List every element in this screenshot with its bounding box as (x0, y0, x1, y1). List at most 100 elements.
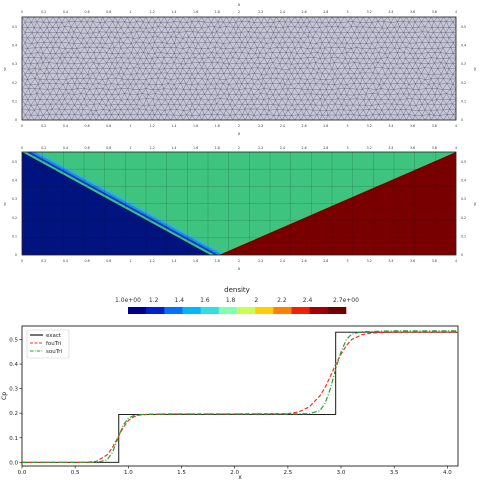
colorbar-swatch (164, 307, 183, 314)
mesh-x-tick-label: 3.8 (432, 10, 437, 14)
mesh-x-tick-label: 0 (21, 124, 23, 128)
colorbar-swatch (273, 307, 292, 314)
colorbar-swatch (255, 307, 274, 314)
density-x-tick-label: 0.4 (63, 259, 68, 263)
mesh-x-tick-label: 3.4 (388, 124, 393, 128)
density-x-tick-label: 1.6 (193, 259, 198, 263)
mesh-x-tick-label: 3 (346, 10, 348, 14)
mesh-x-tick-label: 2 (238, 10, 240, 14)
mesh-x-ticks-bottom: 0 0.2 0.4 0.6 0.8 1 1.2 1.4 1.6 1.8 2 2.2 2.4 2.6 2.8 3… (21, 124, 457, 128)
cp-x-tick-label: 1.0 (124, 470, 133, 476)
mesh-y-tick-label: 0.1 (12, 99, 17, 103)
colorbar-swatch (309, 307, 329, 314)
colorbar-tick-label: 2.2 (277, 297, 287, 304)
mesh-x-tick-label: 4 (455, 124, 457, 128)
density-x-tick-label: 1.6 (193, 146, 198, 150)
mesh-x-tick-label: 0.6 (85, 10, 90, 14)
cp-y-tick-label: 0.4 (9, 362, 18, 368)
colorbar-swatch (182, 307, 201, 314)
mesh-x-tick-label: 3.2 (367, 10, 372, 14)
mesh-x-tick-label: 3.6 (410, 124, 415, 128)
density-y-ticks-right: 0 0.1 0.2 0.3 0.4 0.5 (461, 160, 466, 257)
density-x-tick-label: 3 (346, 259, 348, 263)
mesh-y-tick-label: 0 (461, 118, 463, 122)
density-x-tick-label: 1.4 (171, 146, 176, 150)
density-x-tick-label: 1.2 (150, 259, 155, 263)
colorbar-swatches (128, 307, 347, 314)
colorbar-tick-label: 2.4 (303, 297, 313, 304)
mesh-x-tick-label: 1.8 (215, 10, 220, 14)
colorbar-swatch (218, 307, 238, 314)
density-x-ticks-top: 0 0.2 0.4 0.6 0.8 1 1.2 1.4 1.6 1.8 2 2.2 2.4 2.6 2.8 3… (21, 146, 457, 150)
mesh-x-tick-label: 3.6 (410, 10, 415, 14)
cp-plot-area (21, 325, 459, 467)
mesh-x-tick-label: 3.4 (388, 10, 393, 14)
mesh-x-tick-label: 0.4 (63, 124, 68, 128)
mesh-x-tick-label: 0.4 (63, 10, 68, 14)
density-x-tick-label: 4 (455, 259, 457, 263)
density-x-tick-label: 2.2 (258, 259, 263, 263)
cp-x-tick-label: 0.5 (71, 470, 80, 476)
mesh-y-ticks-right: 0 0.1 0.2 0.3 0.4 0.5 (461, 25, 466, 122)
cp-x-tick-label: 2.0 (230, 470, 239, 476)
density-x-tick-label: 4 (455, 146, 457, 150)
mesh-x-tick-label: 1 (129, 124, 131, 128)
density-x-tick-label: 2.6 (302, 259, 307, 263)
cp-x-tick-label: 1.5 (177, 470, 186, 476)
colorbar-swatch (128, 307, 147, 314)
density-x-tick-label: 0 (21, 146, 23, 150)
density-x-tick-label: 0.6 (85, 259, 90, 263)
mesh-x-ticks-top: 0 0.2 0.4 0.6 0.8 1 1.2 1.4 1.6 1.8 2 2.2 2.4 2.6 2.8 3… (21, 10, 457, 14)
density-x-tick-label: 0.2 (41, 259, 46, 263)
density-y-axis-letter-left: y (4, 201, 7, 206)
mesh-x-tick-label: 0.8 (106, 10, 111, 14)
cp-x-tick-label: 4.0 (443, 470, 452, 476)
density-x-tick-label: 1.2 (150, 146, 155, 150)
mesh-x-tick-label: 0.6 (85, 124, 90, 128)
mesh-x-tick-label: 2.4 (280, 124, 285, 128)
colorbar-tick-label: 2.7e+00 (333, 297, 359, 304)
density-x-tick-label: 1.8 (215, 146, 220, 150)
density-x-tick-label: 2.6 (302, 146, 307, 150)
density-x-tick-label: 2 (238, 259, 240, 263)
density-x-tick-label: 3.2 (367, 146, 372, 150)
cp-legend-label: souTri (46, 349, 63, 355)
mesh-y-tick-label: 0.2 (461, 81, 466, 85)
density-y-tick-label: 0.4 (461, 179, 466, 183)
density-y-axis-letter-right: y (474, 201, 477, 206)
mesh-y-tick-label: 0.5 (12, 25, 17, 29)
cp-x-ticks: 0.0 0.5 1.0 1.5 2.0 2.5 3.0 3.5 4.0 (18, 466, 452, 476)
mesh-x-tick-label: 3 (346, 124, 348, 128)
mesh-x-tick-label: 1.6 (193, 124, 198, 128)
colorbar-tick-labels: 1.0e+00 1.2 1.4 1.6 1.8 2 2.2 2.4 2.7e+00 (115, 297, 359, 304)
density-y-tick-label: 0.2 (461, 216, 466, 220)
mesh-panel: 0 0.2 0.4 0.6 0.8 1 1.2 1.4 1.6 1.8 2 2.2 2.4 2.6 2.8 3… (4, 2, 477, 136)
mesh-x-tick-label: 2.6 (302, 124, 307, 128)
density-grid (22, 152, 456, 255)
density-y-tick-label: 0.3 (461, 197, 466, 201)
mesh-y-axis-letter-left: y (4, 66, 7, 71)
mesh-x-tick-label: 0.2 (41, 10, 46, 14)
cp-y-tick-label: 0.3 (9, 387, 18, 393)
cp-legend-label: exact (46, 333, 62, 339)
mesh-x-tick-label: 4 (455, 10, 457, 14)
colorbar-swatch (327, 307, 347, 314)
cp-line-chart: 0.0 0.5 1.0 1.5 2.0 2.5 3.0 3.5 4.0 0.0 0.1 0.2 0.3… (1, 325, 459, 480)
density-colorbar: density 1.0e+00 1.2 1.4 1.6 1.8 2 2.2 2.4 2.7e+0… (115, 286, 359, 314)
mesh-x-tick-label: 2.8 (323, 124, 328, 128)
mesh-y-ticks-left: 0 0.1 0.2 0.3 0.4 0.5 (12, 25, 17, 122)
mesh-x-tick-label: 0.2 (41, 124, 46, 128)
cp-y-tick-label: 0.5 (9, 338, 18, 344)
colorbar-swatch (291, 307, 310, 314)
density-y-tick-label: 0 (461, 253, 463, 257)
mesh-y-tick-label: 0.4 (461, 44, 466, 48)
cp-y-tick-label: 0.2 (9, 411, 18, 417)
mesh-y-axis-letter-right: y (474, 66, 477, 71)
colorbar-tick-label: 1.4 (175, 297, 185, 304)
mesh-x-tick-label: 0 (21, 10, 23, 14)
density-x-tick-label: 3 (346, 146, 348, 150)
mesh-x-axis-letter-top: x (238, 2, 241, 7)
density-y-tick-label: 0.4 (12, 179, 17, 183)
density-x-tick-label: 2.8 (323, 146, 328, 150)
